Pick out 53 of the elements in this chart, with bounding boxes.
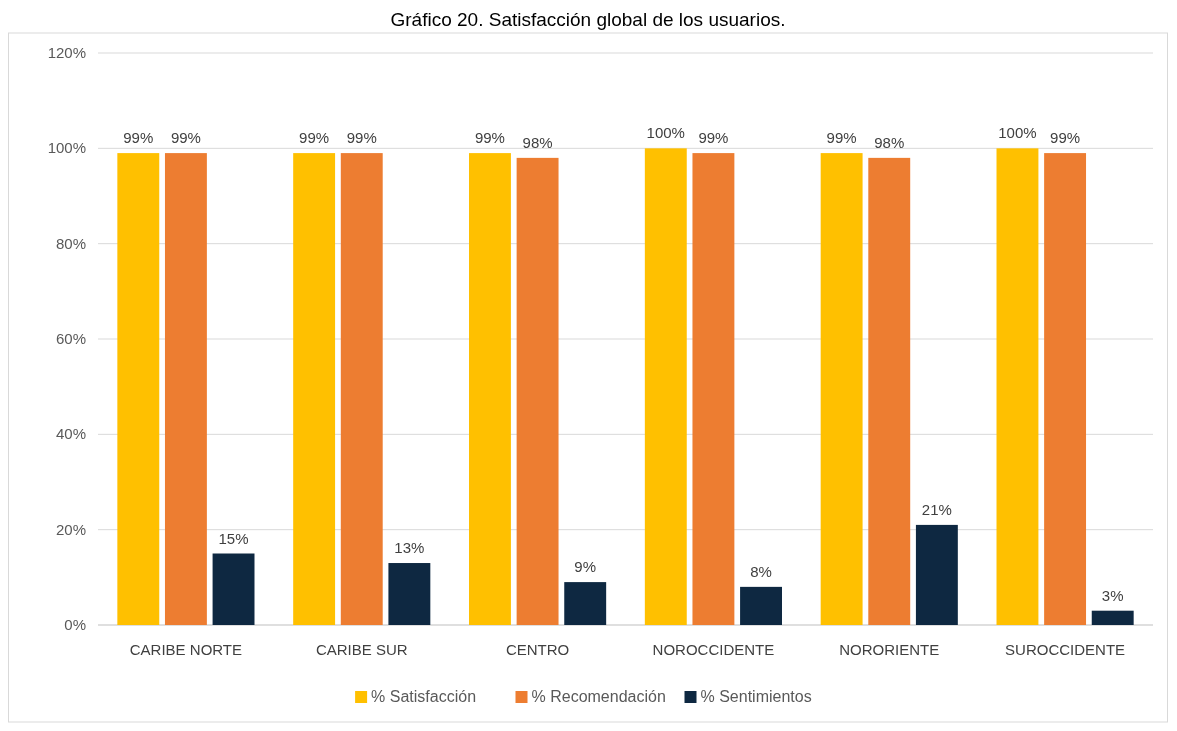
data-label: 9%: [574, 558, 597, 576]
data-label: 98%: [874, 133, 905, 151]
y-tick-label: 120%: [47, 44, 86, 61]
data-label: 8%: [750, 562, 772, 580]
data-label: 99%: [474, 129, 505, 147]
x-tick-label: NOROCCIDENTE: [652, 641, 775, 658]
legend-label: % Sentimientos: [700, 688, 812, 705]
data-label: 15%: [218, 529, 249, 547]
bar: [996, 148, 1039, 625]
bar: [212, 553, 255, 625]
data-label: 99%: [1050, 129, 1081, 147]
y-tick-label: 100%: [47, 139, 86, 157]
data-label: 98%: [522, 133, 553, 151]
bar: [469, 153, 511, 625]
data-label: 13%: [394, 539, 425, 557]
x-tick-label: CARIBE NORTE: [129, 641, 243, 658]
data-label: 21%: [921, 500, 952, 518]
x-tick-label: NORORIENTE: [839, 641, 940, 658]
data-label: 99%: [346, 129, 377, 147]
data-label: 99%: [698, 129, 729, 147]
data-label: 99%: [826, 129, 857, 147]
legend-label: % Recomendación: [531, 688, 666, 705]
bar: [868, 157, 911, 625]
data-label: 100%: [646, 124, 685, 142]
bar: [164, 153, 207, 625]
x-tick-label: SUROCCIDENTE: [1005, 641, 1126, 658]
y-tick-label: 20%: [55, 520, 86, 538]
data-label: 99%: [299, 129, 330, 147]
y-tick-label: 80%: [55, 234, 86, 252]
bar: [388, 563, 431, 625]
data-label: 3%: [1101, 586, 1124, 604]
bar: [692, 153, 735, 625]
chart-title: Gráfico 20. Satisfacción global de los usuarios.: [390, 9, 786, 30]
bar: [564, 582, 607, 625]
bar: [293, 153, 336, 625]
bar: [740, 586, 782, 625]
bar: [644, 148, 687, 625]
x-tick-label: CARIBE SUR: [315, 641, 408, 658]
data-label: 99%: [170, 129, 201, 147]
data-label: 100%: [998, 124, 1037, 142]
bar: [516, 157, 559, 625]
legend-label: % Satisfacción: [371, 688, 477, 705]
y-tick-label: 0%: [64, 616, 86, 633]
bar: [1044, 153, 1087, 625]
data-label: 99%: [123, 129, 154, 147]
bar: [915, 524, 958, 625]
y-tick-label: 60%: [55, 330, 86, 347]
bar: [820, 153, 863, 625]
bar: [117, 153, 160, 625]
bar: [1091, 610, 1134, 625]
bar: [340, 153, 383, 625]
x-tick-label: CENTRO: [505, 641, 570, 658]
y-tick-label: 40%: [55, 425, 86, 443]
